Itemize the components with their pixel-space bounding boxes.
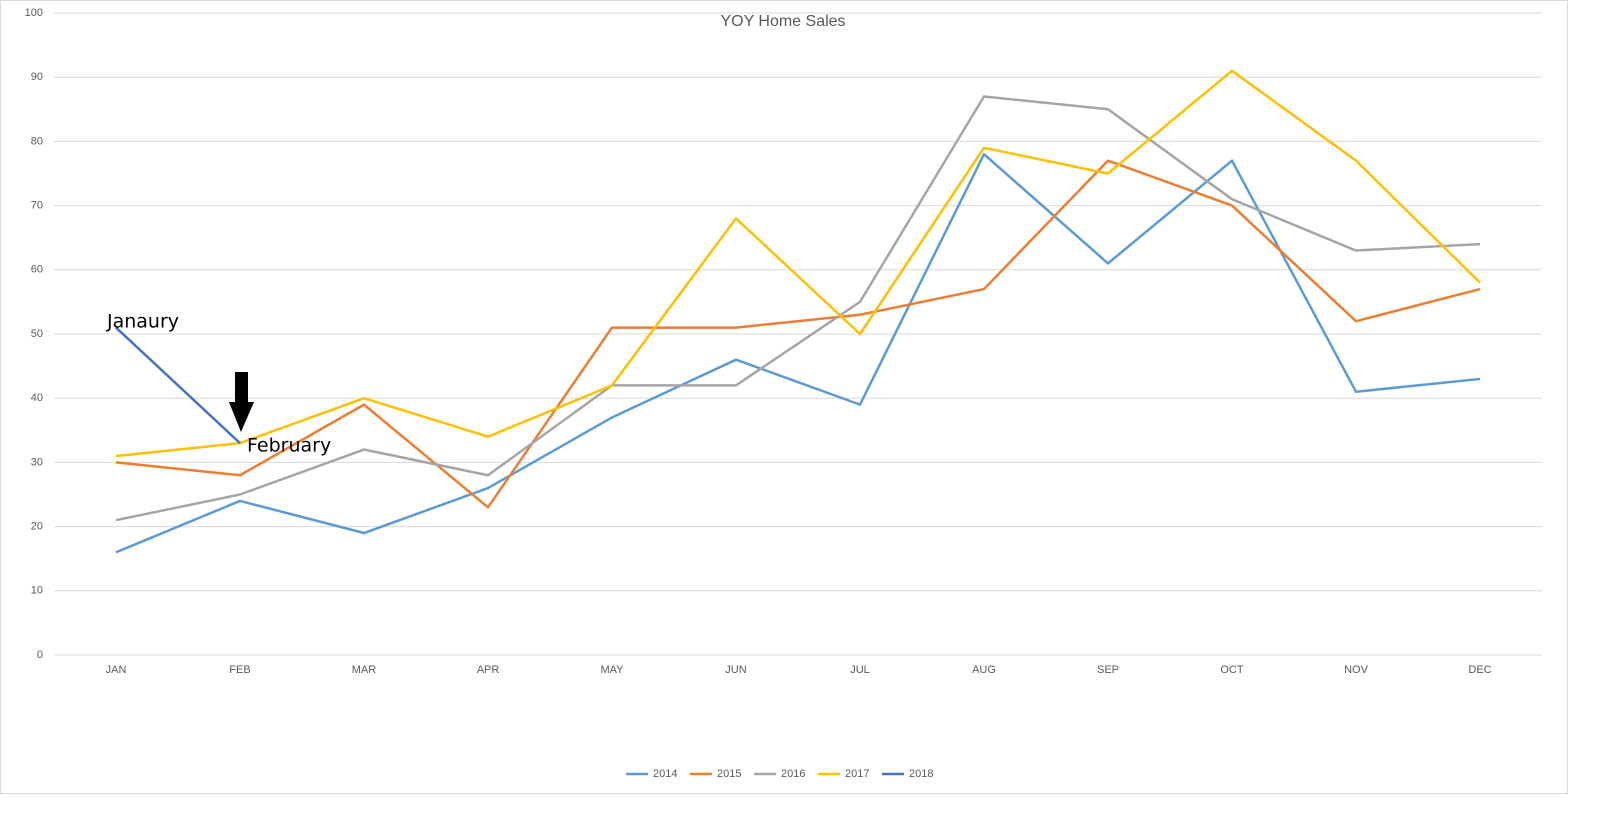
chart-border [0,0,1568,794]
x-tick-label: JAN [106,664,127,676]
x-tick-label: OCT [1220,664,1244,676]
legend-label: 2018 [909,768,933,780]
y-tick-label: 80 [31,135,43,147]
y-tick-label: 50 [31,328,43,340]
legend-label: 2016 [781,768,805,780]
y-tick-label: 90 [31,71,43,83]
x-tick-label: MAR [352,664,377,676]
series-line [115,152,1481,554]
series-line [115,159,1481,509]
x-tick-label: AUG [972,664,996,676]
legend-label: 2017 [845,768,869,780]
legend-label: 2015 [717,768,741,780]
annotation: Janaury [106,311,179,333]
y-tick-label: 60 [31,264,43,276]
x-tick-label: NOV [1344,664,1369,676]
y-tick-label: 70 [31,200,43,212]
x-tick-label: APR [477,664,500,676]
y-tick-label: 0 [37,649,43,661]
x-tick-label: MAY [600,664,624,676]
x-tick-label: FEB [229,664,250,676]
x-tick-label: JUN [725,664,746,676]
series-line [115,326,241,445]
series-line [115,95,1481,522]
x-tick-label: SEP [1097,664,1119,676]
y-tick-label: 40 [31,392,43,404]
x-tick-label: DEC [1468,664,1491,676]
annotation: February [247,435,331,457]
y-tick-label: 100 [25,7,43,19]
x-tick-label: JUL [850,664,870,676]
y-tick-label: 20 [31,521,43,533]
arrow [229,372,254,432]
y-tick-label: 10 [31,585,43,597]
y-tick-label: 30 [31,456,43,468]
chart-title: YOY Home Sales [720,13,845,30]
legend-label: 2014 [653,768,677,780]
series-line [115,69,1481,458]
